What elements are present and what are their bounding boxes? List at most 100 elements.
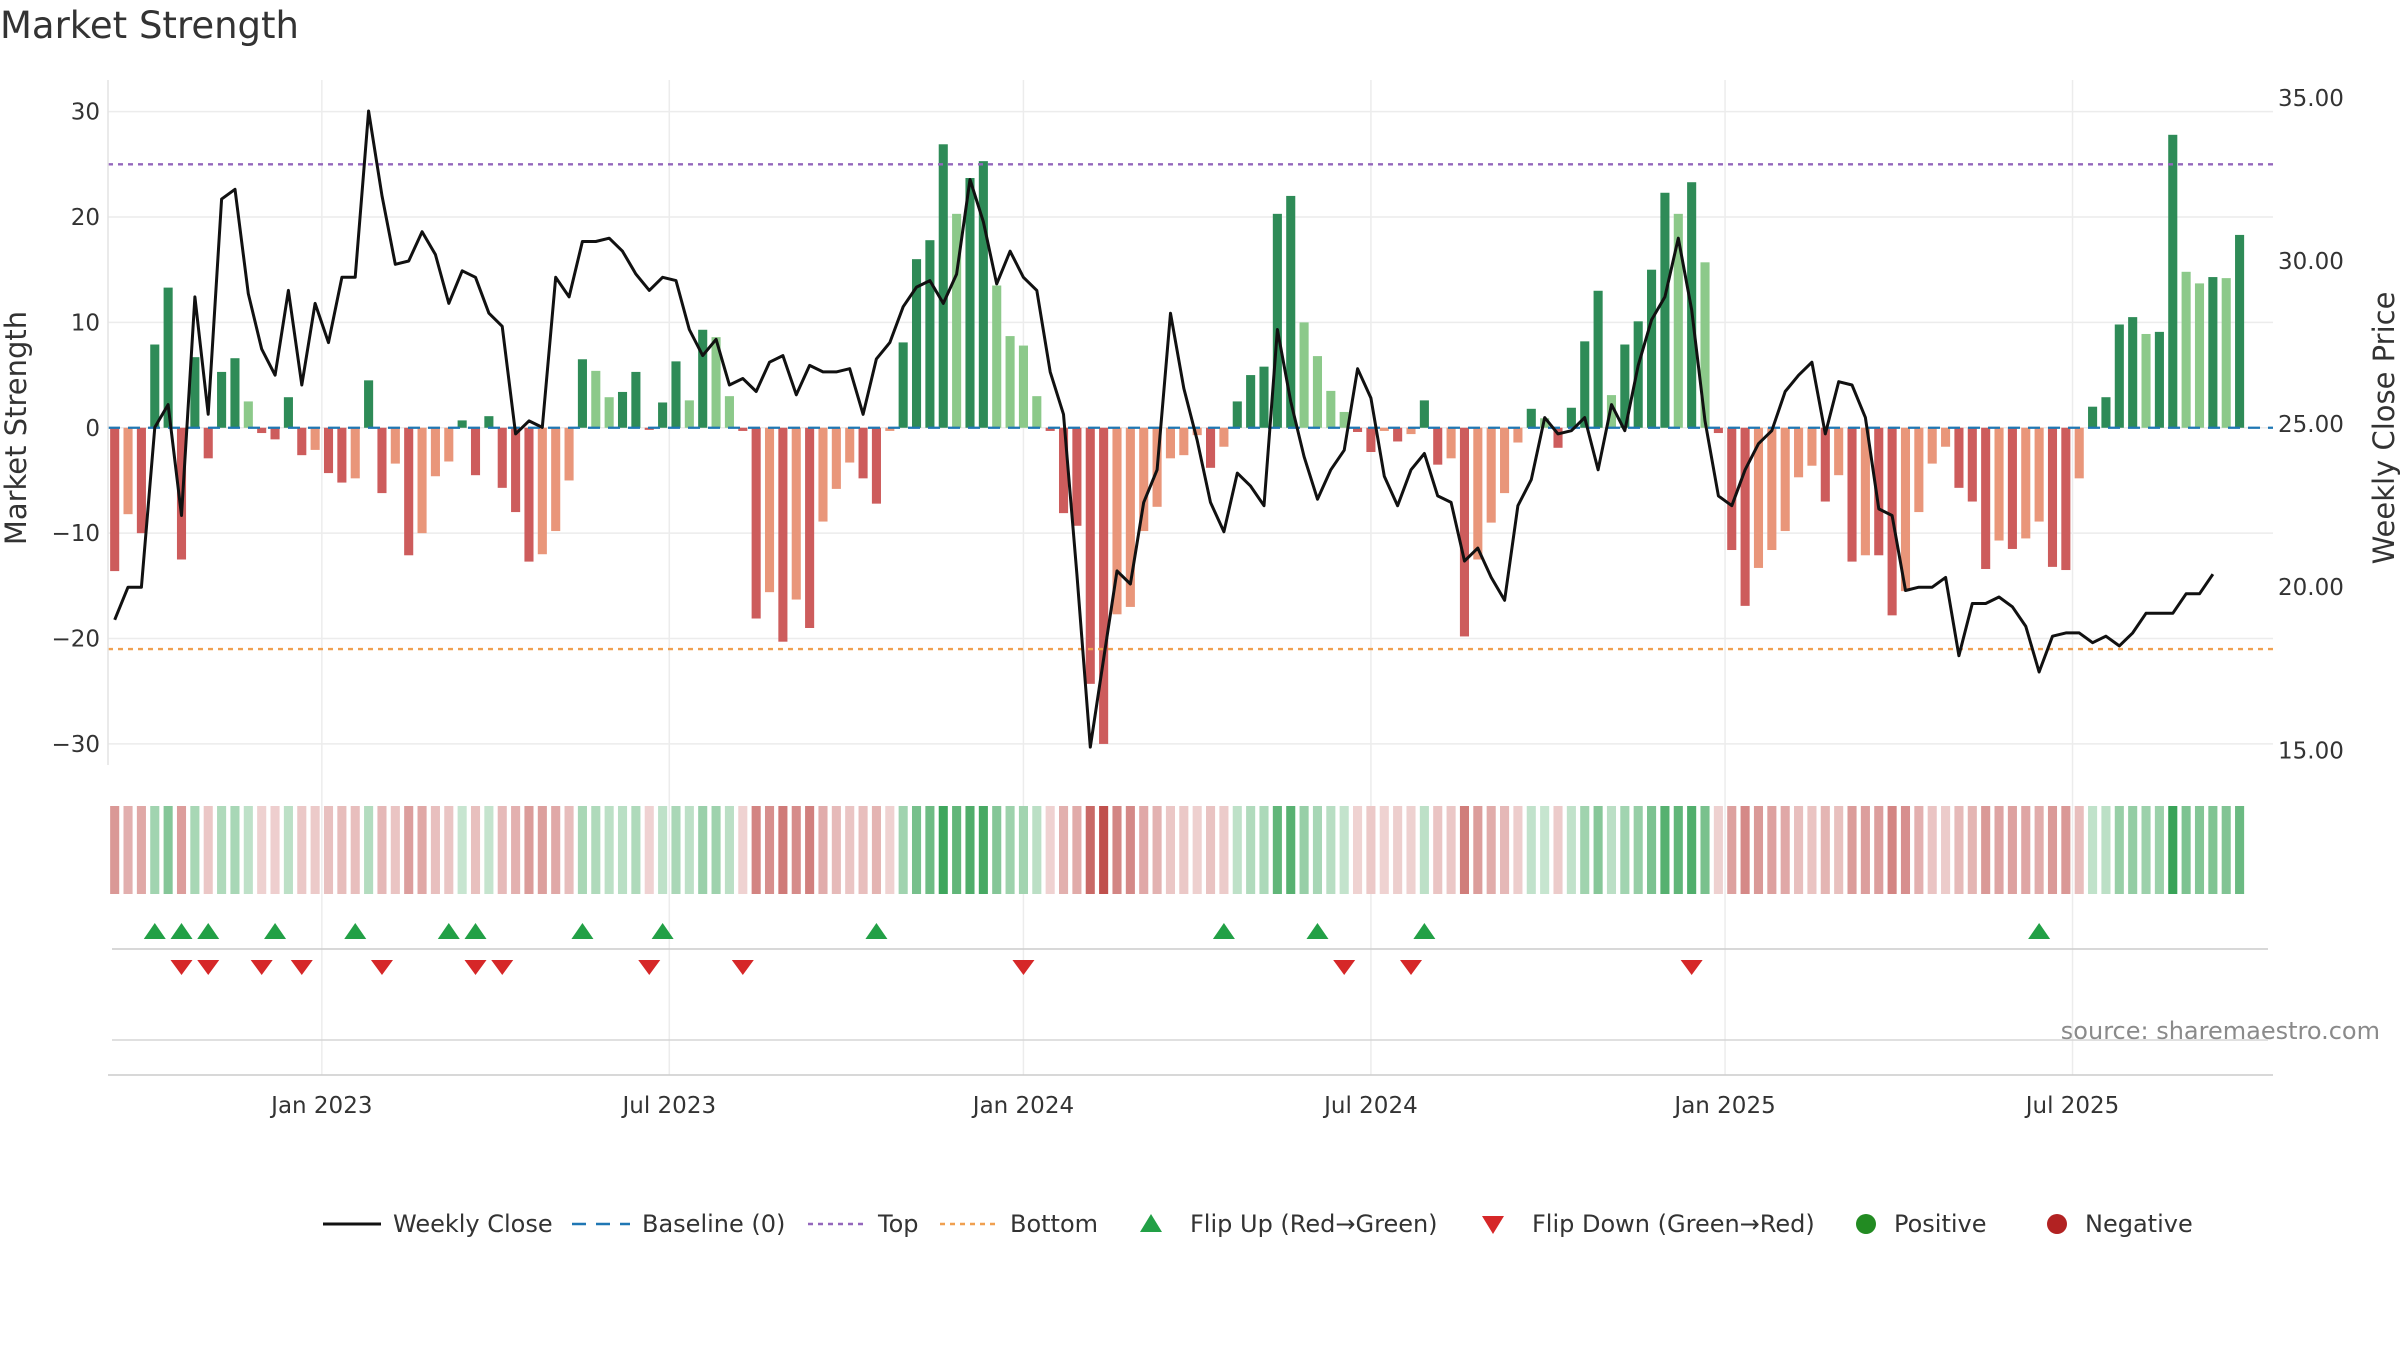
- strength-bar: [684, 400, 694, 428]
- strength-bar: [805, 427, 815, 628]
- strength-bar: [1179, 427, 1189, 456]
- heat-strip-cell: [190, 806, 200, 894]
- heat-strip-cell: [1847, 806, 1857, 894]
- strength-bar: [738, 427, 748, 431]
- strength-bar: [537, 427, 547, 555]
- strength-bar: [1339, 411, 1349, 428]
- strength-bar: [764, 427, 775, 593]
- heat-strip-cell: [885, 806, 895, 894]
- right-tick-label: 30.00: [2278, 249, 2344, 275]
- heat-strip-cell: [1540, 806, 1550, 894]
- strength-bar: [1058, 427, 1069, 514]
- heat-strip-cell: [698, 806, 708, 894]
- x-tick-label: Jan 2024: [971, 1093, 1074, 1119]
- heat-strip-cell: [1099, 806, 1109, 894]
- strength-bar: [1794, 427, 1804, 478]
- heat-strip-cell: [1192, 806, 1202, 894]
- strength-bar: [1433, 427, 1443, 465]
- heat-strip-cell: [1914, 806, 1924, 894]
- heat-strip-cell: [564, 806, 574, 894]
- strength-bar: [136, 427, 146, 534]
- strength-bar: [925, 240, 935, 428]
- flip-down-marker: [290, 960, 313, 975]
- heat-strip-cell: [1874, 806, 1884, 894]
- strength-bar: [1072, 427, 1082, 526]
- heat-strip-cell: [965, 806, 975, 894]
- heat-strip-cell: [417, 806, 427, 894]
- heat-strip-cell: [270, 806, 280, 894]
- heat-strip-cell: [1981, 806, 1991, 894]
- heat-strip-cell: [1941, 806, 1951, 894]
- heat-strip-cell: [150, 806, 160, 894]
- strength-bar: [350, 427, 360, 479]
- x-tick-label: Jan 2023: [269, 1093, 372, 1119]
- heat-strip-cell: [2021, 806, 2031, 894]
- strength-bar: [2208, 277, 2218, 428]
- strength-bar: [484, 416, 494, 428]
- heat-strip-cell: [1927, 806, 1937, 894]
- heat-strip-cell: [1406, 806, 1416, 894]
- flip-up-marker: [464, 923, 487, 939]
- legend-circle-swatch: [1856, 1214, 1876, 1234]
- heat-strip-cell: [1326, 806, 1336, 894]
- right-axis-label: Weekly Close Price: [2367, 292, 2400, 565]
- heat-strip-cell: [1125, 806, 1135, 894]
- heat-strip-cell: [1753, 806, 1764, 894]
- heat-strip-cell: [136, 806, 146, 894]
- strength-bar: [1954, 427, 1964, 488]
- strength-bar: [591, 370, 601, 428]
- heat-strip-cell: [978, 806, 988, 894]
- heat-strip-cell: [551, 806, 561, 894]
- heat-strip-cell: [110, 806, 120, 894]
- heat-strip-cell: [2235, 806, 2245, 894]
- strength-bar: [1366, 427, 1376, 453]
- strength-bar: [1112, 427, 1122, 615]
- strength-bar: [1299, 322, 1309, 428]
- strength-bar: [885, 427, 895, 431]
- heat-strip-cell: [2047, 806, 2058, 894]
- strength-bar: [470, 427, 481, 476]
- left-tick-label: 0: [85, 416, 100, 442]
- heat-strip-cell: [1299, 806, 1309, 894]
- heat-strip-cell: [1486, 806, 1496, 894]
- strength-bar: [658, 402, 668, 428]
- heat-strip-cell: [2168, 806, 2178, 894]
- strength-bar: [2101, 397, 2111, 428]
- strength-bar: [1500, 427, 1510, 494]
- heat-strip-cell: [350, 806, 360, 894]
- heat-strip-cell: [2154, 806, 2164, 894]
- strength-bar: [1660, 192, 1670, 428]
- strength-bar: [1219, 427, 1229, 447]
- heat-strip-cell: [404, 806, 414, 894]
- strength-bar: [2194, 283, 2205, 428]
- heat-strip-cell: [738, 806, 748, 894]
- flip-down-marker: [464, 960, 487, 975]
- heat-strip-cell: [1700, 806, 1710, 894]
- strength-bar: [2168, 134, 2178, 428]
- strength-bar: [1326, 390, 1336, 428]
- heat-strip-cell: [310, 806, 320, 894]
- legend-flip-down-swatch: [1482, 1216, 1504, 1234]
- left-tick-label: 20: [71, 205, 100, 231]
- strength-bar: [1259, 366, 1269, 428]
- heat-strip-cell: [871, 806, 881, 894]
- legend-label: Top: [877, 1210, 919, 1238]
- right-tick-label: 20.00: [2278, 575, 2344, 601]
- heat-strip-cell: [203, 806, 213, 894]
- flip-down-marker: [370, 960, 393, 975]
- heat-strip-cell: [684, 806, 694, 894]
- heat-strip-cell: [631, 806, 641, 894]
- heat-strip-cell: [711, 806, 721, 894]
- heat-strip-cell: [2141, 806, 2151, 894]
- heat-strip-cell: [390, 806, 400, 894]
- heat-strip-cell: [123, 806, 133, 894]
- strength-bar: [1206, 427, 1216, 468]
- heat-strip-cell: [1900, 806, 1911, 894]
- heat-strip-cell: [524, 806, 534, 894]
- strength-bar: [524, 427, 534, 562]
- flip-up-marker: [651, 923, 674, 939]
- strength-bar: [230, 358, 240, 428]
- strength-bar: [831, 427, 841, 489]
- heat-strip-cell: [457, 806, 467, 894]
- strength-bar: [1647, 269, 1657, 428]
